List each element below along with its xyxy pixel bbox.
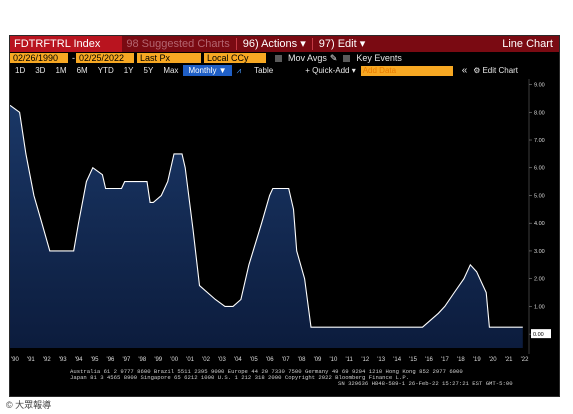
x-tick-label: '94 [74, 357, 83, 363]
x-tick-label: '11 [345, 357, 353, 363]
x-tick-label: '15 [409, 357, 417, 363]
window-title: Line Chart [502, 38, 553, 50]
y-tick-label: 5.00 [534, 193, 545, 199]
x-tick-label: '90 [11, 357, 19, 363]
x-tick-label: '22 [520, 357, 529, 363]
collapse-icon[interactable]: « [461, 65, 468, 76]
rate-area [10, 105, 523, 348]
start-date-field[interactable]: 02/26/1990 [10, 53, 68, 63]
x-tick-label: '17 [441, 357, 449, 363]
last-value-label: 0.00 [533, 332, 544, 338]
y-tick-label: 1.00 [534, 304, 545, 310]
x-tick-label: '00 [170, 357, 179, 363]
x-tick-label: '03 [218, 357, 226, 363]
footer-line-1: Australia 61 2 9777 8600 Brazil 5511 239… [70, 368, 463, 375]
currency-select[interactable]: Local CCy [204, 53, 266, 63]
x-tick-label: '10 [329, 357, 338, 363]
quick-add-menu[interactable]: + Quick-Add ▾ [305, 66, 356, 75]
y-tick-label: 8.00 [534, 110, 545, 116]
index-name[interactable]: FDTRFTRL Index [10, 36, 123, 52]
period-select[interactable]: Monthly ▼ [183, 65, 232, 76]
footer-line-3: SN 329636 H848-589-1 26-Feb-22 15:27:21 … [338, 380, 513, 387]
x-tick-label: '08 [297, 357, 306, 363]
footer-line-2: Japan 81 3 4565 8900 Singapore 65 6212 1… [70, 374, 410, 381]
range-1d[interactable]: 1D [15, 66, 26, 75]
x-tick-label: '91 [26, 357, 35, 363]
mov-avgs-label: Mov Avgs [288, 53, 327, 63]
edit-chart-button[interactable]: Edit Chart [482, 66, 519, 75]
x-tick-label: '09 [313, 357, 322, 363]
divider [235, 38, 237, 50]
y-tick-label: 6.00 [534, 166, 545, 172]
chart-type-icon[interactable]: ⩘ [236, 66, 242, 75]
end-date-field[interactable]: 02/25/2022 [76, 53, 134, 63]
x-tick-label: '96 [106, 357, 115, 363]
x-tick-label: '04 [233, 357, 242, 363]
x-tick-label: '93 [58, 357, 67, 363]
x-tick-label: '13 [377, 357, 386, 363]
actions-menu[interactable]: 96) Actions ▾ [242, 38, 306, 50]
mov-avgs-checkbox[interactable] [275, 54, 282, 62]
y-tick-label: 4.00 [534, 221, 545, 227]
range-5y[interactable]: 5Y [143, 66, 154, 75]
add-data-input[interactable]: Add Data [360, 65, 453, 76]
x-axis: '90 '91 '92 '93 '94 '95 '96 '97 '98 '99 '00 '01 '02 '… [10, 357, 559, 367]
x-tick-label: '02 [202, 357, 210, 363]
last-value-tag [531, 329, 551, 339]
y-tick-label: 2.00 [534, 277, 545, 283]
x-tick-label: '18 [456, 357, 465, 363]
key-events-label: Key Events [356, 53, 402, 63]
range-6m[interactable]: 6M [76, 66, 88, 75]
x-tick-label: '06 [265, 357, 274, 363]
x-tick-label: '97 [122, 357, 131, 363]
key-events-checkbox[interactable] [343, 54, 351, 62]
title-bar: FDTRFTRL Index 98 Suggested Charts 96) A… [10, 36, 559, 52]
x-tick-label: '99 [154, 357, 163, 363]
edit-menu[interactable]: 97) Edit ▾ [318, 38, 366, 50]
x-tick-label: '12 [361, 357, 370, 363]
range-1y[interactable]: 1Y [123, 66, 134, 75]
watermark: © 大眾報導 [6, 400, 52, 410]
x-tick-label: '01 [186, 357, 194, 363]
x-tick-label: '19 [472, 357, 481, 363]
bloomberg-chart-window: FDTRFTRL Index 98 Suggested Charts 96) A… [9, 35, 560, 397]
controls-row: 02/26/1990 - 02/25/2022 Last Px Local CC… [10, 52, 559, 64]
divider [311, 38, 313, 50]
x-tick-label: '92 [42, 357, 51, 363]
chart-plot-area: 9.00 8.00 7.00 6.00 5.00 4.00 3.00 2.00 1.00 0.00… [10, 79, 551, 354]
rate-line [10, 104, 523, 328]
x-tick-label: '05 [249, 357, 258, 363]
toolbar-row: 1D 3D 1M 6M YTD 1Y 5Y Max Monthly ▼ ⩘ Ta… [10, 64, 559, 77]
x-tick-label: '98 [138, 357, 147, 363]
range-3d[interactable]: 3D [35, 66, 46, 75]
x-tick-label: '16 [425, 357, 433, 363]
y-tick-label: 9.00 [534, 83, 545, 89]
x-tick-label: '20 [488, 357, 497, 363]
range-1m[interactable]: 1M [55, 66, 67, 75]
table-button[interactable]: Table [254, 66, 274, 75]
y-tick-label: 3.00 [534, 249, 545, 255]
y-tick-label: 7.00 [534, 138, 545, 144]
range-max[interactable]: Max [163, 66, 179, 75]
pencil-icon[interactable]: ✎ [329, 52, 338, 63]
x-tick-label: '21 [504, 357, 513, 363]
x-tick-label: '14 [393, 357, 402, 363]
date-separator: - [72, 53, 75, 63]
price-field-select[interactable]: Last Px [137, 53, 201, 63]
x-tick-label: '07 [281, 357, 290, 363]
range-ytd[interactable]: YTD [97, 66, 114, 75]
suggested-charts-button[interactable]: 98 Suggested Charts [126, 38, 230, 50]
wrench-icon[interactable]: ⚙ [473, 66, 481, 75]
x-tick-label: '95 [90, 357, 99, 363]
